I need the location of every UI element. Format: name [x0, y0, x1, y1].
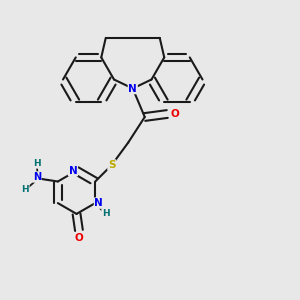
Text: N: N	[94, 198, 103, 208]
Text: O: O	[75, 233, 83, 243]
Text: N: N	[128, 83, 137, 94]
Text: O: O	[170, 109, 179, 119]
Text: H: H	[102, 209, 110, 218]
Text: H: H	[33, 159, 41, 168]
Text: S: S	[108, 160, 116, 170]
Text: N: N	[69, 166, 77, 176]
Text: H: H	[21, 185, 29, 194]
Text: N: N	[33, 172, 41, 182]
